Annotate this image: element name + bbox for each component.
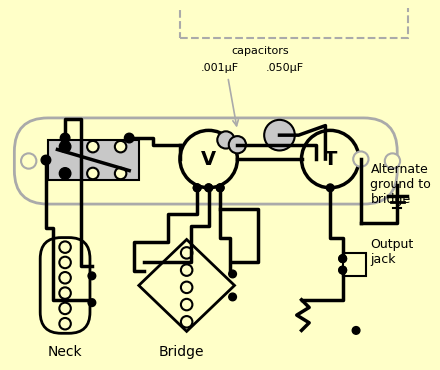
Circle shape	[59, 257, 71, 268]
Circle shape	[339, 255, 346, 262]
Circle shape	[181, 299, 192, 310]
Circle shape	[181, 265, 192, 276]
Circle shape	[181, 282, 192, 293]
Circle shape	[88, 299, 96, 306]
Bar	[180, 0, 408, 38]
Text: capacitors: capacitors	[231, 46, 289, 56]
Circle shape	[216, 184, 224, 192]
Circle shape	[88, 272, 96, 280]
Circle shape	[216, 184, 224, 192]
Circle shape	[229, 270, 236, 278]
FancyBboxPatch shape	[40, 238, 90, 333]
Circle shape	[115, 168, 126, 179]
Circle shape	[339, 255, 346, 262]
Circle shape	[353, 151, 369, 167]
Circle shape	[87, 141, 99, 152]
Circle shape	[339, 266, 346, 274]
Circle shape	[115, 141, 126, 152]
Text: Alternate
ground to
bridge: Alternate ground to bridge	[370, 164, 431, 206]
Circle shape	[205, 184, 213, 192]
Circle shape	[181, 247, 192, 259]
Text: V: V	[201, 149, 216, 169]
Bar	[48, 140, 139, 180]
FancyBboxPatch shape	[15, 118, 397, 204]
Text: T: T	[323, 149, 337, 169]
Circle shape	[301, 130, 359, 188]
Circle shape	[59, 141, 71, 152]
Circle shape	[229, 293, 236, 301]
Circle shape	[21, 153, 37, 169]
Circle shape	[59, 303, 71, 314]
Circle shape	[59, 241, 71, 253]
Bar	[343, 253, 366, 276]
Text: .001μF: .001μF	[201, 63, 239, 73]
Circle shape	[59, 168, 71, 179]
Circle shape	[59, 287, 71, 299]
Circle shape	[217, 131, 235, 149]
Circle shape	[264, 120, 295, 151]
Circle shape	[339, 266, 346, 274]
Circle shape	[125, 133, 134, 143]
Circle shape	[87, 168, 99, 179]
Circle shape	[229, 136, 246, 153]
Text: Bridge: Bridge	[159, 345, 205, 359]
Circle shape	[352, 327, 360, 334]
Circle shape	[60, 133, 70, 143]
Circle shape	[326, 184, 334, 192]
Polygon shape	[139, 239, 235, 332]
Circle shape	[193, 184, 201, 192]
Circle shape	[180, 130, 238, 188]
Circle shape	[41, 155, 51, 165]
Circle shape	[385, 153, 400, 169]
Text: .050μF: .050μF	[266, 63, 304, 73]
Circle shape	[205, 184, 213, 192]
Circle shape	[59, 272, 71, 283]
Circle shape	[59, 318, 71, 329]
Text: Output
jack: Output jack	[370, 238, 414, 266]
Circle shape	[193, 184, 201, 192]
Circle shape	[181, 316, 192, 327]
Text: Neck: Neck	[48, 345, 82, 359]
